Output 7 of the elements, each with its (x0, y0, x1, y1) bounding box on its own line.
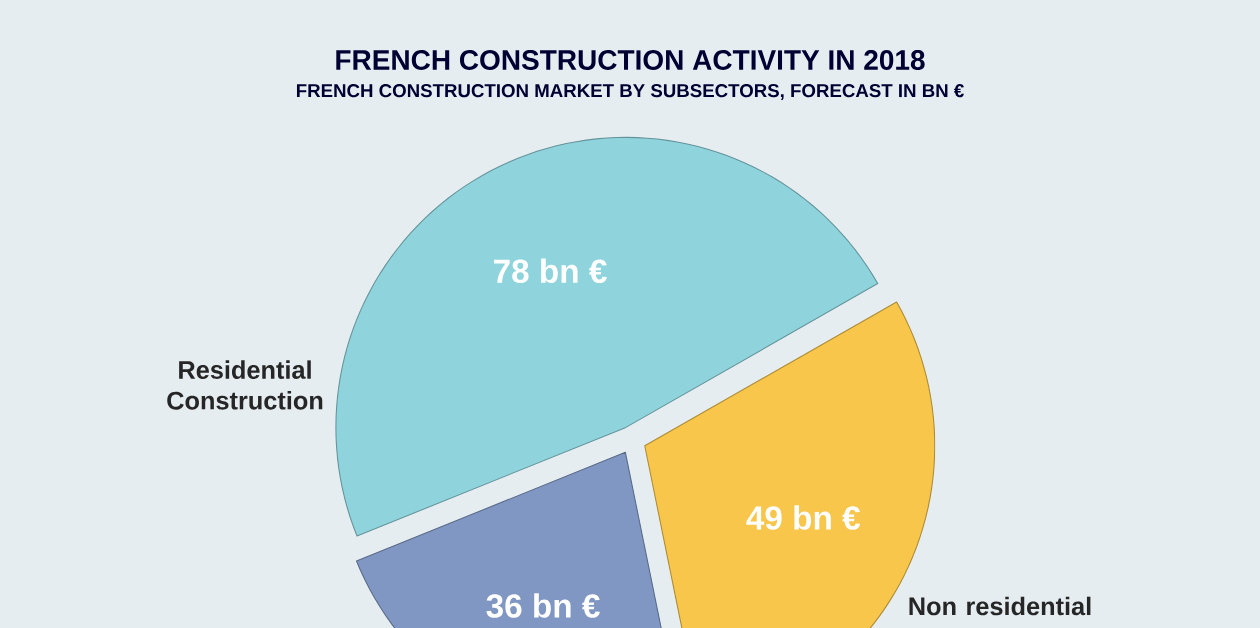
slice-label: Non residential (909, 596, 1091, 616)
chart-title: FRENCH CONSTRUCTION ACTIVITY IN 2018 (336, 50, 925, 70)
chart-subtitle: FRENCH CONSTRUCTION MARKET BY SUBSECTORS, FORECAST IN BN € (296, 84, 964, 100)
data-label: 49 bn € (746, 505, 861, 530)
data-label: 36 bn € (486, 593, 600, 618)
data-label: 78 bn € (493, 258, 607, 284)
slice-label: Residential Construction (167, 360, 323, 410)
